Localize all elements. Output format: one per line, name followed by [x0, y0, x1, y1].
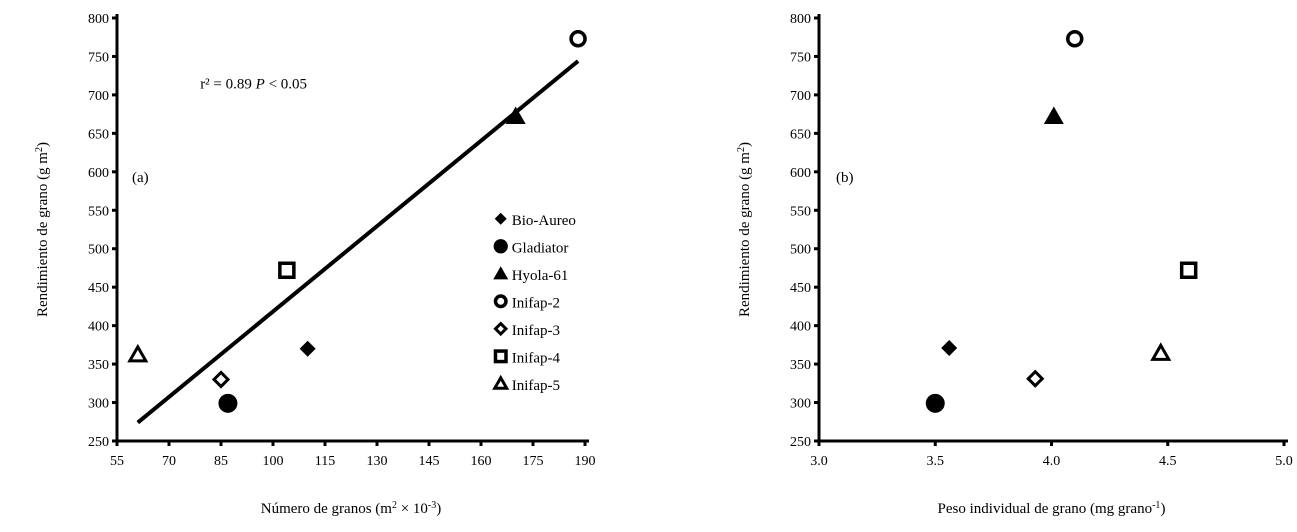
y-tick-label: 250: [790, 435, 811, 450]
panel-1: 250 300 350 400 450 500 550 600 650 700 750 800 3.0 3…: [736, 12, 1293, 517]
data-point-gladiator: [925, 393, 945, 413]
legend-label-inifap-5: Inifap-5: [512, 378, 560, 394]
x-tick-label: 160: [471, 454, 492, 469]
x-tick-label: 4.0: [1043, 454, 1061, 469]
legend-label-inifap-4: Inifap-4: [512, 350, 561, 366]
x-axis-title: Peso individual de grano (mg grano-1): [938, 500, 1166, 518]
y-tick-label: 300: [88, 397, 109, 412]
panel-label: (a): [132, 170, 149, 186]
y-tick-label: 450: [790, 281, 811, 296]
y-tick-label: 450: [88, 281, 109, 296]
data-point-inifap-4: [278, 261, 296, 280]
data-point-gladiator: [218, 393, 238, 413]
y-tick-label: 500: [790, 243, 811, 258]
regression-annotation: r² = 0.89 P < 0.05: [200, 76, 307, 92]
y-tick-label: 400: [88, 320, 109, 335]
x-tick-label: 55: [110, 454, 124, 469]
data-point-inifap-2: [569, 30, 587, 48]
y-tick-label: 600: [88, 166, 109, 181]
legend-label-inifap-2: Inifap-2: [512, 295, 560, 311]
data-point-inifap-5: [127, 343, 149, 363]
data-point-inifap-3: [211, 370, 231, 389]
y-tick-label: 650: [88, 127, 109, 142]
x-tick-label: 115: [315, 454, 335, 469]
legend-label-inifap-3: Inifap-3: [512, 323, 560, 339]
data-point-hyola-61: [1043, 106, 1064, 124]
y-tick-label: 550: [88, 204, 109, 219]
y-tick-label: 750: [88, 50, 109, 65]
x-axis-title: Número de granos (m2 × 10-3): [261, 500, 442, 518]
x-tick-label: 85: [214, 454, 228, 469]
x-tick-label: 4.5: [1159, 454, 1177, 469]
y-tick-label: 650: [790, 127, 811, 142]
x-tick-label: 145: [419, 454, 440, 469]
x-tick-label: 5.0: [1275, 454, 1293, 469]
y-tick-label: 550: [790, 204, 811, 219]
y-tick-label: 750: [790, 50, 811, 65]
data-point-inifap-3: [1026, 369, 1045, 388]
data-point-bio-aureo: [941, 339, 958, 356]
y-tick-label: 600: [790, 166, 811, 181]
y-tick-label: 350: [88, 358, 109, 373]
legend-marker-bio-aureo: [494, 212, 507, 225]
y-tick-label: 700: [790, 89, 811, 104]
regression-line: [136, 59, 580, 425]
legend-label-hyola-61: Hyola-61: [512, 268, 569, 284]
legend-marker-inifap-3: [493, 321, 509, 337]
legend-marker-gladiator: [493, 239, 508, 254]
legend-marker-inifap-5: [492, 374, 510, 390]
x-tick-label: 175: [523, 454, 544, 469]
x-tick-label: 100: [263, 454, 284, 469]
x-tick-label: 3.5: [927, 454, 945, 469]
y-axis-title: Rendimiento de grano (g m2): [736, 142, 754, 317]
y-tick-label: 300: [790, 397, 811, 412]
data-point-inifap-2: [1066, 30, 1084, 48]
y-axis-title: Rendimiento de grano (g m2): [34, 142, 52, 317]
y-tick-label: 250: [88, 435, 109, 450]
x-tick-label: 3.0: [810, 454, 828, 469]
data-point-inifap-5: [1150, 342, 1172, 361]
data-point-inifap-4: [1179, 261, 1198, 280]
panel-label: (b): [836, 170, 854, 186]
x-tick-label: 130: [367, 454, 388, 469]
legend-marker-inifap-2: [493, 294, 508, 309]
x-tick-label: 70: [162, 454, 176, 469]
y-tick-label: 800: [88, 12, 109, 27]
y-tick-label: 700: [88, 89, 109, 104]
y-tick-label: 350: [790, 358, 811, 373]
legend-marker-inifap-4: [493, 349, 508, 364]
data-point-bio-aureo: [299, 340, 316, 357]
y-tick-label: 800: [790, 12, 811, 27]
y-tick-label: 400: [790, 320, 811, 335]
legend-label-gladiator: Gladiator: [512, 240, 569, 256]
y-tick-label: 500: [88, 243, 109, 258]
panel-0: 250 300 350 400 450 500 550 600 650 700 750 800 55 70…: [34, 12, 596, 517]
data-point-hyola-61: [505, 106, 526, 124]
x-tick-label: 190: [575, 454, 596, 469]
legend-label-bio-aureo: Bio-Aureo: [512, 213, 576, 229]
legend-marker-hyola-61: [493, 266, 509, 280]
